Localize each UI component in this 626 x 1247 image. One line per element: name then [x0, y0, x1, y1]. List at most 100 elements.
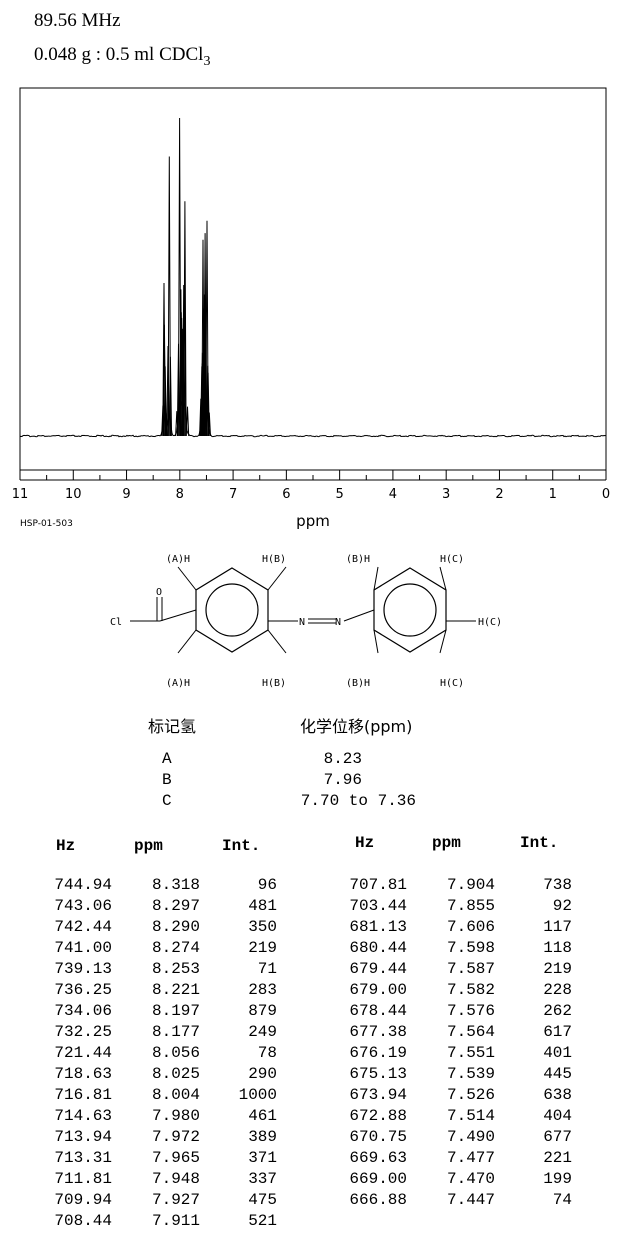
peak-table-cell-intensity: 283	[248, 981, 277, 999]
peak-table-cell-ppm: 7.904	[446, 876, 495, 894]
spectrometer-frequency: 89.56 MHz	[34, 10, 121, 31]
peak-table-cell-ppm: 8.056	[151, 1044, 200, 1062]
peak-table-cell-ppm: 8.318	[151, 876, 200, 894]
peak-table-header-intensity: Int.	[222, 837, 261, 855]
x-axis-ticks	[19, 470, 607, 480]
assignment-label: B	[162, 771, 172, 789]
peak-table-cell-ppm: 7.972	[151, 1128, 200, 1146]
peak-table-cell-hz: 707.81	[349, 876, 407, 894]
peak-table-cell-intensity: 219	[248, 939, 277, 957]
x-tick-label: 5	[335, 487, 343, 502]
bond	[267, 566, 287, 591]
x-tick-label: 6	[282, 487, 290, 502]
assignment-shift: 7.70 to 7.36	[300, 792, 416, 810]
peak-table-header-ppm: ppm	[432, 834, 461, 852]
peak-table-cell-hz: 669.00	[349, 1170, 407, 1188]
h-label: H(C)	[440, 554, 464, 565]
peak-table-cell-intensity: 117	[543, 918, 572, 936]
peak-table-cell-intensity: 118	[543, 939, 572, 957]
peak-table-cell-ppm: 7.582	[446, 981, 495, 999]
h-label: (A)H	[166, 554, 190, 565]
spectrum-peak	[185, 406, 190, 437]
peak-table-header-hz: Hz	[355, 834, 375, 852]
peak-table-cell-ppm: 8.004	[151, 1086, 200, 1104]
peak-table-cell-ppm: 7.564	[446, 1023, 495, 1041]
peak-table-cell-intensity: 371	[248, 1149, 277, 1167]
peak-table-cell-intensity: 199	[543, 1170, 572, 1188]
peak-table-cell-ppm: 7.948	[151, 1170, 200, 1188]
x-tick-label: 8	[176, 487, 184, 502]
peak-table-cell-hz: 734.06	[54, 1002, 112, 1020]
peak-table-cell-hz: 713.94	[54, 1128, 112, 1146]
h-label: (B)H	[346, 554, 370, 565]
peak-table-cell-ppm: 7.965	[151, 1149, 200, 1167]
peak-table-cell-ppm: 7.514	[446, 1107, 495, 1125]
peak-table-cell-ppm: 7.576	[446, 1002, 495, 1020]
peak-table-cell-hz: 678.44	[349, 1002, 407, 1020]
x-axis-label: ppm	[296, 512, 330, 530]
nitrogen-label: N	[299, 617, 305, 628]
assignment-shift: 7.96	[323, 771, 362, 789]
peak-table-cell-intensity: 249	[248, 1023, 277, 1041]
peak-table-cell-intensity: 221	[543, 1149, 572, 1167]
peak-table-cell-intensity: 71	[257, 960, 277, 978]
peak-table-cell-hz: 673.94	[349, 1086, 407, 1104]
peak-table-cell-ppm: 8.274	[151, 939, 200, 957]
peak-table-cell-hz: 736.25	[54, 981, 112, 999]
peak-table-cell-hz: 672.88	[349, 1107, 407, 1125]
oxygen-label: O	[156, 587, 162, 598]
peak-table-cell-intensity: 389	[248, 1128, 277, 1146]
peak-table-cell-intensity: 521	[248, 1212, 277, 1230]
spectrum-baseline	[19, 396, 607, 438]
peak-table-cell-hz: 681.13	[349, 918, 407, 936]
peak-table-cell-ppm: 7.551	[446, 1044, 495, 1062]
peak-table-cell-ppm: 7.490	[446, 1128, 495, 1146]
peak-table-cell-intensity: 228	[543, 981, 572, 999]
sample-concentration-main: 0.048 g : 0.5 ml CDCl	[34, 44, 204, 65]
assignment-label: A	[162, 750, 172, 768]
x-tick-label: 0	[602, 487, 610, 502]
peak-table-cell-hz: 742.44	[54, 918, 112, 936]
peak-table-cell-intensity: 1000	[238, 1086, 277, 1104]
peak-table-cell-ppm: 7.980	[151, 1107, 200, 1125]
spectrum-peak	[167, 156, 171, 437]
spectrum-peak	[162, 324, 167, 437]
sample-concentration-subscript: 3	[203, 54, 211, 69]
sample-concentration: 0.048 g : 0.5 ml CDCl3	[34, 44, 210, 70]
peak-table-cell-ppm: 7.606	[446, 918, 495, 936]
peak-table-cell-ppm: 7.911	[151, 1212, 200, 1230]
x-tick-label: 1	[549, 487, 557, 502]
benzene-ring-2	[373, 567, 447, 653]
bond	[177, 629, 197, 654]
x-tick-label: 7	[229, 487, 237, 502]
peak-table-cell-ppm: 7.539	[446, 1065, 495, 1083]
bond	[373, 629, 379, 654]
peak-table-cell-hz: 679.44	[349, 960, 407, 978]
bond	[177, 566, 197, 591]
h-label: H(C)	[478, 617, 502, 628]
spectrum-peak	[207, 412, 211, 437]
peak-table-cell-ppm: 7.598	[446, 939, 495, 957]
bond	[373, 566, 379, 591]
peak-table-cell-hz: 711.81	[54, 1170, 112, 1188]
peak-table-cell-hz: 709.94	[54, 1191, 112, 1209]
peak-table-cell-ppm: 8.221	[151, 981, 200, 999]
peak-table-cell-intensity: 461	[248, 1107, 277, 1125]
h-label: (A)H	[166, 678, 190, 689]
peak-table-cell-ppm: 8.297	[151, 897, 200, 915]
peak-table-cell-ppm: 8.253	[151, 960, 200, 978]
x-tick-label: 2	[495, 487, 503, 502]
peak-table-cell-intensity: 638	[543, 1086, 572, 1104]
peak-table-cell-ppm: 7.855	[446, 897, 495, 915]
peak-table-cell-intensity: 350	[248, 918, 277, 936]
peak-table-cell-hz: 680.44	[349, 939, 407, 957]
chlorine-label: Cl	[110, 617, 122, 628]
x-axis-tick-labels: 11 10 9 8 7 6 5 4 3 2 1 0	[12, 487, 610, 502]
bond	[159, 609, 197, 622]
peak-table-cell-hz: 670.75	[349, 1128, 407, 1146]
peak-table-cell-intensity: 445	[543, 1065, 572, 1083]
peak-table-cell-hz: 675.13	[349, 1065, 407, 1083]
bond	[267, 629, 287, 654]
peak-table-cell-intensity: 401	[543, 1044, 572, 1062]
